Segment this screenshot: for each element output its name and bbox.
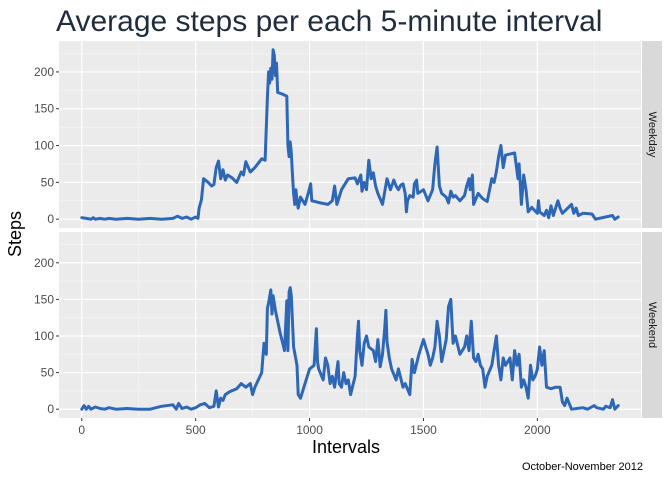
facet-strip <box>642 232 662 418</box>
facet-strip-label: Weekend <box>646 302 658 348</box>
panel-weekday: 0 50 100 150 200 Weekday <box>34 41 662 228</box>
x-tick-label: 500 <box>186 423 206 437</box>
series-line-weekday <box>80 48 620 221</box>
y-tick-label: 200 <box>34 65 54 79</box>
panels: 0 50 100 150 200 Weekday 0 50 100 150 200 Weekend 0 5… <box>34 41 662 437</box>
x-tick-label: 1000 <box>296 423 323 437</box>
y-tick-label: 200 <box>34 256 54 270</box>
facet-strip <box>642 41 662 228</box>
y-tick-label: 0 <box>47 402 54 416</box>
chart-title: Average steps per each 5-minute interval <box>56 5 602 38</box>
y-tick-label: 150 <box>34 102 54 116</box>
y-tick-label: 0 <box>47 212 54 226</box>
x-tick-label: 1500 <box>410 423 437 437</box>
facet-strip-label: Weekday <box>646 112 658 158</box>
x-tick-label: 0 <box>78 423 85 437</box>
y-tick-label: 50 <box>41 366 55 380</box>
chart-caption: October-November 2012 <box>522 461 643 473</box>
y-tick-label: 100 <box>34 329 54 343</box>
y-tick-label: 50 <box>41 175 55 189</box>
y-tick-label: 150 <box>34 292 54 306</box>
x-tick-label: 2000 <box>524 423 551 437</box>
panel-background <box>59 41 641 228</box>
x-axis-title: Intervals <box>312 437 380 457</box>
y-axis-title: Steps <box>5 211 25 257</box>
panel-weekend: 0 50 100 150 200 Weekend <box>34 232 662 418</box>
y-tick-label: 100 <box>34 139 54 153</box>
x-axis: 0 500 1000 1500 2000 <box>78 418 551 437</box>
series-line-weekend <box>80 286 620 411</box>
